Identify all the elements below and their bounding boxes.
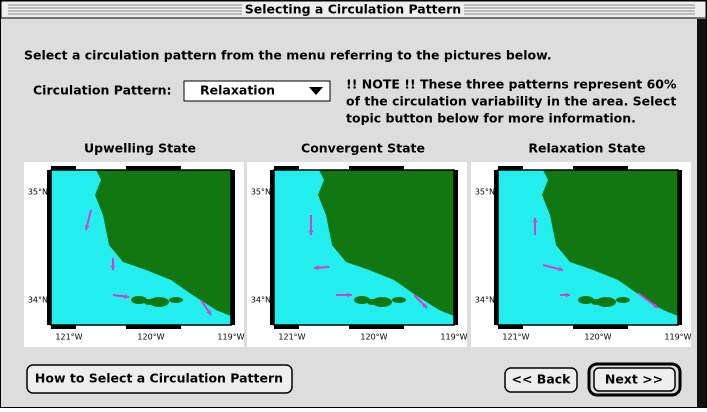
arrow-head: [206, 310, 211, 315]
lon-label: 119°W: [664, 333, 691, 342]
lat-label: 35°N: [475, 188, 495, 197]
arrow-head: [532, 218, 538, 223]
lon-label: 121°W: [502, 333, 529, 342]
lon-label: 119°W: [217, 333, 244, 342]
frame-bar: [349, 166, 404, 170]
frame-bar: [126, 166, 181, 170]
island: [591, 299, 601, 305]
note-line: topic button below for more information.: [346, 111, 636, 126]
dropdown-box[interactable]: [183, 80, 331, 102]
frame-bar: [274, 166, 299, 170]
frame-bar: [573, 166, 628, 170]
side-bar: [697, 19, 706, 407]
frame-bar: [349, 325, 404, 329]
selector-label: Circulation Pattern:: [33, 83, 172, 98]
next-button-frame[interactable]: [593, 367, 676, 392]
back-button-label[interactable]: << Back: [512, 372, 572, 387]
island: [354, 296, 370, 304]
lon-label: 120°W: [360, 333, 387, 342]
arrow-head: [124, 294, 129, 299]
island: [367, 299, 377, 305]
island: [144, 299, 154, 305]
note-line: !! NOTE !! These three patterns represen…: [346, 77, 677, 92]
back-button-frame[interactable]: [504, 367, 578, 393]
island: [131, 296, 147, 304]
frame-bar: [126, 325, 181, 329]
arrow-head: [653, 303, 658, 308]
lat-label: 35°N: [251, 188, 271, 197]
arrow-head: [347, 292, 352, 298]
frame-bar: [498, 325, 523, 329]
next-button-ring: [587, 362, 682, 397]
frame-bar: [231, 170, 235, 325]
lat-label: 34°N: [251, 296, 271, 305]
lon-label: 120°W: [137, 333, 164, 342]
arrow-head: [314, 265, 319, 271]
lat-label: 35°N: [28, 188, 48, 197]
frame-bar: [51, 325, 76, 329]
island: [149, 297, 169, 307]
island: [169, 297, 183, 303]
dropdown-arrow: [309, 87, 323, 95]
lon-label: 119°W: [440, 333, 467, 342]
arrow-head: [565, 292, 570, 298]
lat-label: 34°N: [475, 296, 495, 305]
island: [578, 296, 594, 304]
frame-bar: [270, 170, 274, 325]
frame-bar: [51, 166, 76, 170]
island: [616, 297, 630, 303]
frame-bar: [274, 325, 299, 329]
arrow-head: [422, 303, 427, 308]
frame-bar: [454, 170, 458, 325]
frame-bar: [47, 170, 51, 325]
note-line: of the circulation variability in the ar…: [346, 94, 676, 109]
instruction: Select a circulation pattern from the me…: [24, 48, 552, 63]
frame-bar: [678, 170, 682, 325]
island: [596, 297, 616, 307]
title-bg: [242, 2, 464, 17]
map: [47, 166, 235, 329]
back-button[interactable]: << Back: [504, 367, 578, 393]
arrow-head: [558, 266, 563, 272]
map-title: Relaxation State: [528, 141, 645, 156]
map-title: Convergent State: [301, 141, 425, 156]
lon-label: 121°W: [278, 333, 305, 342]
lat-label: 34°N: [28, 296, 48, 305]
help-button[interactable]: How to Select a Circulation Pattern: [26, 364, 293, 394]
map: [494, 166, 682, 329]
lon-label: 121°W: [55, 333, 82, 342]
dropdown[interactable]: Relaxation: [183, 80, 331, 102]
frame-bar: [494, 170, 498, 325]
frame-bar: [573, 325, 628, 329]
next-button[interactable]: Next >>: [587, 362, 682, 397]
land: [318, 170, 454, 316]
land: [542, 170, 678, 316]
arrow-head: [110, 265, 116, 270]
window-title: Selecting a Circulation Pattern: [245, 2, 461, 17]
frame-bar: [498, 166, 523, 170]
arrow-head: [84, 225, 90, 230]
land: [95, 170, 231, 316]
help-button-frame[interactable]: [26, 364, 293, 394]
help-button-label[interactable]: How to Select a Circulation Pattern: [35, 371, 283, 386]
dropdown-value[interactable]: Relaxation: [200, 83, 275, 98]
island: [392, 297, 406, 303]
lon-label: 120°W: [584, 333, 611, 342]
map-title: Upwelling State: [84, 141, 196, 156]
next-button-label[interactable]: Next >>: [605, 372, 663, 387]
arrow-head: [308, 230, 314, 235]
map: [270, 166, 458, 329]
island: [372, 297, 392, 307]
